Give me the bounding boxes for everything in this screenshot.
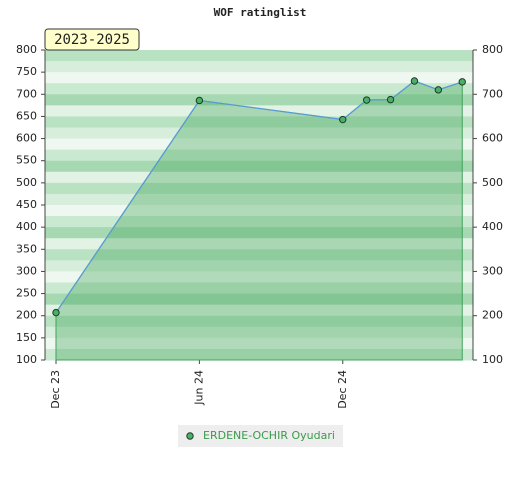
marker (434, 86, 443, 94)
marker (362, 96, 371, 104)
y-tick-label: 250 (16, 287, 37, 300)
background-band (45, 138, 473, 151)
y2-tick-label: 100 (482, 353, 503, 366)
marker (386, 95, 395, 104)
background-band (45, 216, 473, 228)
background-band (45, 271, 473, 283)
background-band (45, 127, 473, 140)
y-tick-label: 550 (16, 154, 37, 167)
background-band (45, 293, 473, 306)
marker (410, 77, 419, 85)
background-band (45, 50, 473, 62)
background-band (45, 83, 473, 95)
legend-box (178, 425, 343, 447)
background-band (45, 260, 473, 272)
y-tick-label: 450 (16, 198, 37, 211)
y-tick-label: 600 (16, 132, 37, 145)
marker (52, 308, 60, 317)
background-band (45, 282, 473, 295)
x-tick-label: Jun 24 (192, 370, 205, 406)
background-band (45, 160, 473, 173)
y2-tick-label: 700 (482, 87, 503, 100)
background-band (45, 72, 473, 84)
background-band (45, 249, 473, 261)
y2-tick-label: 300 (482, 264, 503, 277)
y2-tick-label: 600 (482, 132, 503, 145)
subtitle: 2023-2025 (54, 32, 130, 48)
y-tick-label: 650 (16, 109, 37, 122)
y-tick-label: 350 (16, 242, 37, 255)
x-tick-label: Dec 23 (49, 370, 62, 409)
line (55, 80, 463, 313)
background-band (45, 315, 473, 328)
marker (339, 115, 347, 124)
y2-tick-label: 800 (482, 43, 503, 56)
y-tick-label: 100 (16, 353, 37, 366)
background-band (45, 304, 473, 317)
y2-tick-label: 200 (482, 309, 503, 322)
background-band (45, 116, 473, 128)
background-band (45, 105, 473, 117)
y-tick-label: 800 (16, 43, 37, 56)
background-band (45, 337, 473, 350)
y-tick-label: 400 (16, 220, 37, 233)
y-tick-label: 150 (16, 331, 37, 344)
background-band (45, 205, 473, 217)
x-tick-label: Dec 24 (336, 370, 349, 409)
y-tick-label: 500 (16, 176, 37, 189)
y-tick-label: 300 (16, 264, 37, 277)
legend-marker (186, 432, 194, 440)
background-band (45, 238, 473, 250)
y-tick-label: 750 (16, 65, 37, 78)
chart-title: WOF ratinglist (214, 6, 307, 19)
background-band (45, 171, 473, 184)
background-band (45, 61, 473, 73)
y-tick-label: 700 (16, 87, 37, 100)
subtitle-box (44, 28, 140, 51)
marker (195, 96, 204, 105)
y2-tick-label: 500 (482, 176, 503, 189)
background-band (45, 193, 473, 206)
background-band (45, 149, 473, 162)
background-band (45, 182, 473, 195)
marker (458, 78, 466, 86)
y-tick-label: 200 (16, 309, 37, 322)
background-band (45, 326, 473, 339)
background-band (45, 94, 473, 106)
background-band (45, 227, 473, 239)
y2-tick-label: 400 (482, 220, 503, 233)
background-band (45, 348, 473, 361)
legend-label: ERDENE-OCHIR Oyudari (203, 429, 335, 442)
